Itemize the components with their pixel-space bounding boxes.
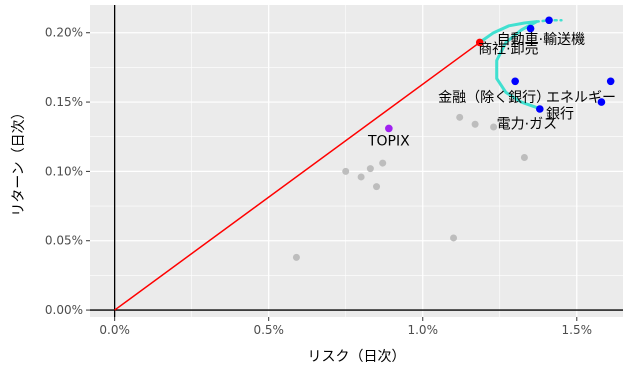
zero-axes (90, 5, 623, 317)
sector-point (373, 183, 381, 191)
sector-label: 電力·ガス (497, 116, 557, 132)
topix-point (385, 124, 393, 133)
sector-point (366, 165, 374, 173)
topix-label: TOPIX (367, 133, 410, 149)
capital-market-line-layer (114, 41, 481, 311)
sector-point (342, 167, 350, 175)
sector-point (490, 123, 498, 131)
y-tick-label: 0.20% (45, 26, 83, 40)
highlighted-sector-point (545, 16, 553, 25)
sector-label: エネルギー (546, 90, 616, 106)
y-tick-label: 0.10% (45, 164, 83, 178)
highlighted-sector-point (536, 105, 544, 113)
highlighted-sector-points (511, 16, 615, 113)
x-tick-label: 0.0% (99, 323, 130, 337)
y-tick-label: 0.15% (45, 95, 83, 109)
highlighted-sector-point (606, 77, 615, 86)
efficient-frontier-solid (478, 20, 539, 110)
sector-point (456, 113, 464, 121)
sector-point (520, 154, 528, 162)
sector-label: 銀行 (546, 107, 574, 123)
capital-market-line (114, 41, 481, 311)
tangency-point (475, 38, 484, 47)
sector-point (292, 253, 300, 261)
sector-point (379, 159, 387, 167)
sector-label: 自動車·輸送機 (497, 31, 585, 48)
plot-panel (90, 5, 623, 317)
other-sector-points (292, 113, 528, 261)
sector-point (471, 120, 479, 128)
highlighted-sector-point (597, 98, 606, 106)
y-axis-title: リターン（日次） (11, 105, 27, 216)
highlighted-sector-point (511, 77, 519, 86)
axis-ticks: 0.0% 0.5% 1.0% 1.5% 0.00% 0.05% 0.10% 0.15% 0.20… (45, 26, 592, 337)
sector-label: 商社·卸売 (478, 42, 538, 58)
x-tick-label: 1.0% (407, 323, 438, 337)
index-point-layer (385, 38, 484, 133)
sector-label: 金融（除く銀行） (438, 90, 550, 106)
x-axis-title: リスク（日次） (308, 349, 406, 365)
sector-point (357, 173, 365, 181)
x-tick-label: 1.5% (562, 323, 593, 337)
highlighted-sector-point (526, 24, 535, 33)
y-tick-label: 0.05% (45, 234, 83, 248)
sector-point (450, 234, 458, 242)
x-tick-label: 0.5% (253, 323, 284, 337)
y-tick-label: 0.00% (45, 303, 83, 317)
